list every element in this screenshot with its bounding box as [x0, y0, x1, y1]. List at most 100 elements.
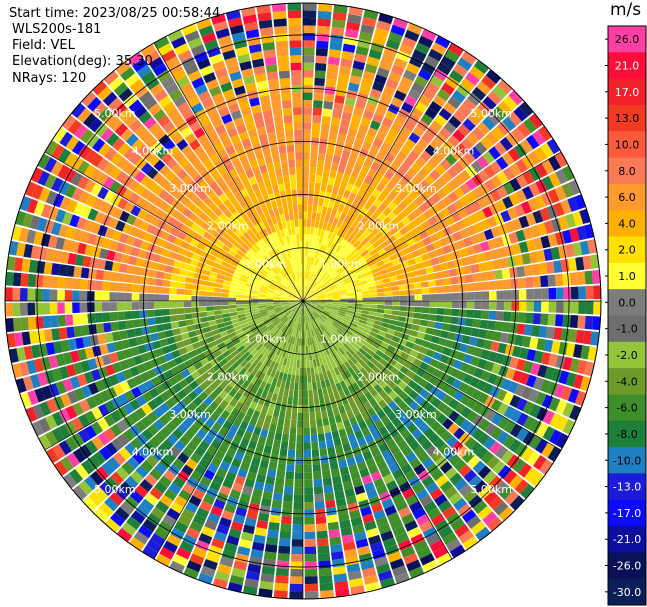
range-gate	[326, 207, 333, 216]
range-gate	[372, 81, 385, 92]
range-gate	[256, 321, 265, 328]
range-gate	[154, 462, 168, 475]
range-gate	[398, 506, 412, 519]
range-gate	[189, 423, 200, 435]
range-gate	[292, 314, 297, 322]
range-gate	[357, 257, 366, 265]
range-gate	[92, 102, 107, 117]
range-gate	[103, 413, 116, 427]
range-gate	[554, 273, 564, 287]
range-gate	[308, 280, 312, 288]
range-gate	[330, 310, 339, 315]
range-gate	[535, 179, 548, 194]
range-gate	[169, 287, 177, 295]
range-gate	[319, 244, 325, 253]
range-gate	[177, 314, 186, 321]
range-gate	[367, 194, 377, 205]
range-gate	[296, 442, 303, 450]
range-gate	[71, 140, 86, 155]
range-gate	[205, 417, 216, 428]
range-gate	[333, 178, 342, 188]
range-gate	[428, 250, 438, 259]
range-gate	[232, 338, 241, 346]
range-gate	[373, 384, 383, 394]
range-gate	[516, 323, 526, 335]
range-gate	[567, 196, 579, 212]
range-gate	[284, 350, 290, 359]
range-gate	[375, 349, 385, 358]
range-gate	[430, 257, 440, 266]
range-gate	[231, 78, 244, 89]
range-gate	[496, 121, 511, 136]
range-gate	[177, 514, 192, 527]
range-gate	[102, 176, 115, 190]
range-gate	[525, 212, 537, 226]
range-gate	[197, 201, 208, 212]
range-gate	[64, 302, 73, 314]
azimuth-spoke	[44, 300, 304, 451]
range-gate	[5, 287, 13, 301]
range-gate	[262, 421, 271, 431]
range-gate	[97, 403, 110, 417]
colorbar-tick-label: 0.0	[618, 296, 636, 309]
range-gate	[307, 307, 312, 314]
range-gate	[370, 447, 381, 458]
range-gate	[411, 217, 422, 228]
range-gate	[278, 283, 285, 289]
range-gate	[313, 227, 319, 236]
range-gate	[84, 149, 98, 164]
range-gate	[258, 87, 270, 97]
range-gate	[199, 311, 208, 318]
range-gate	[180, 262, 190, 271]
range-gate	[357, 273, 366, 280]
range-gate	[562, 272, 571, 286]
range-gate	[418, 268, 427, 276]
range-gate	[492, 106, 507, 121]
colorbar-tick-label: 17.0	[615, 86, 640, 99]
range-gate	[304, 553, 317, 562]
range-gate	[473, 500, 488, 515]
range-gate	[377, 304, 385, 310]
range-gate	[373, 198, 383, 208]
range-gate	[310, 302, 318, 306]
range-gate	[176, 301, 184, 308]
range-gate	[239, 461, 251, 472]
range-gate	[387, 357, 397, 367]
range-gate	[186, 440, 198, 452]
range-gate	[264, 276, 272, 283]
range-gate	[337, 312, 346, 317]
range-gate	[497, 416, 510, 430]
range-gate	[363, 158, 374, 168]
range-gate	[503, 469, 518, 485]
range-gate	[161, 287, 170, 294]
range-gate	[479, 271, 489, 282]
range-gate	[313, 311, 319, 318]
range-gate	[453, 390, 465, 402]
range-gate	[155, 500, 170, 514]
range-gate	[364, 391, 374, 401]
range-gate	[275, 330, 282, 338]
range-gate	[276, 560, 290, 569]
range-gate	[274, 319, 281, 326]
range-gate	[318, 145, 327, 154]
range-gate	[161, 49, 177, 63]
range-gate	[337, 72, 350, 83]
range-gate	[363, 364, 372, 373]
range-gate	[196, 429, 207, 440]
range-gate	[151, 253, 162, 263]
range-gate	[51, 262, 60, 276]
range-gate	[363, 241, 373, 250]
range-gate	[340, 412, 349, 422]
range-gate	[309, 249, 314, 258]
range-gate	[33, 231, 44, 246]
range-gate	[260, 268, 269, 275]
range-gate	[331, 308, 339, 313]
range-gate	[303, 211, 308, 220]
range-gate	[331, 551, 344, 561]
range-gate	[84, 475, 99, 491]
range-gate	[295, 301, 303, 303]
range-gate	[341, 50, 355, 61]
range-gate	[528, 166, 542, 182]
range-gate	[324, 93, 335, 103]
range-gate	[321, 206, 328, 215]
